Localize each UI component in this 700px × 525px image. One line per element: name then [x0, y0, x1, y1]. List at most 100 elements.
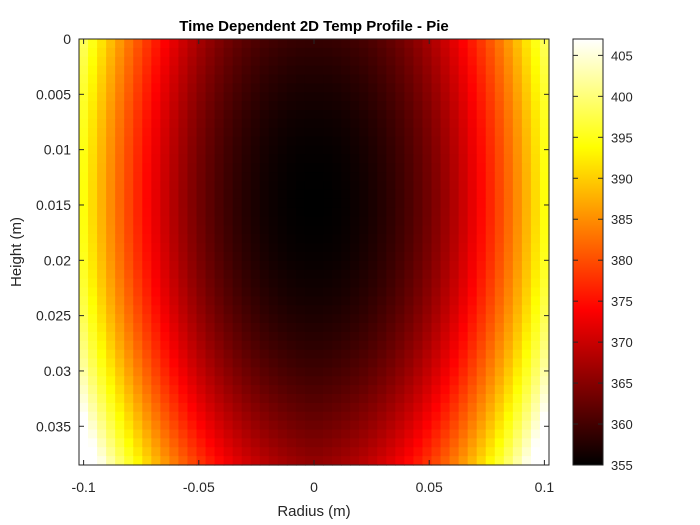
- x-tick-label: -0.1: [72, 479, 96, 495]
- heatmap-cell: [494, 145, 505, 155]
- heatmap-cell: [214, 402, 225, 413]
- heatmap-cell: [422, 323, 433, 333]
- heatmap-cell: [539, 83, 550, 93]
- heatmap-cell: [304, 56, 315, 67]
- heatmap-cell: [485, 181, 496, 191]
- heatmap-cell: [485, 118, 496, 129]
- heatmap-cell: [422, 56, 433, 67]
- heatmap-cell: [539, 92, 550, 102]
- heatmap-cell: [304, 394, 315, 404]
- heatmap-cell: [503, 367, 514, 377]
- heatmap-cell: [449, 456, 460, 466]
- heatmap-cell: [241, 296, 252, 306]
- heatmap-cell: [259, 198, 270, 209]
- heatmap-cell: [205, 438, 216, 448]
- heatmap-cell: [133, 447, 143, 457]
- heatmap-cell: [314, 101, 324, 111]
- heatmap-cell: [386, 92, 396, 102]
- heatmap-cell: [178, 47, 189, 58]
- heatmap-cell: [404, 198, 415, 209]
- heatmap-cell: [277, 438, 288, 448]
- heatmap-cell: [277, 402, 288, 413]
- heatmap-cell: [232, 225, 243, 235]
- heatmap-cell: [467, 305, 478, 315]
- heatmap-cell: [223, 269, 234, 280]
- heatmap-cell: [431, 349, 442, 360]
- heatmap-cell: [160, 74, 170, 84]
- heatmap-cell: [232, 278, 243, 289]
- heatmap-cell: [404, 234, 415, 244]
- heatmap-cell: [205, 198, 216, 209]
- heatmap-cell: [268, 110, 279, 120]
- heatmap-cell: [88, 358, 98, 368]
- heatmap-cell: [205, 296, 216, 306]
- heatmap-cell: [512, 287, 523, 297]
- heatmap-cell: [97, 47, 107, 58]
- heatmap-cell: [106, 101, 116, 111]
- heatmap-cell: [304, 145, 315, 155]
- heatmap-cell: [503, 216, 514, 226]
- heatmap-cell: [476, 349, 487, 360]
- heatmap-cell: [314, 411, 324, 422]
- heatmap-cell: [431, 198, 442, 209]
- heatmap-cell: [214, 172, 225, 182]
- heatmap-cell: [521, 74, 532, 84]
- heatmap-cell: [178, 358, 189, 368]
- heatmap-cell: [295, 145, 306, 155]
- heatmap-cell: [196, 47, 207, 58]
- heatmap-cell: [476, 83, 487, 93]
- heatmap-cell: [133, 314, 143, 324]
- heatmap-cell: [286, 225, 297, 235]
- heatmap-cell: [286, 39, 297, 49]
- heatmap-cell: [359, 340, 369, 351]
- heatmap-cell: [295, 207, 306, 218]
- heatmap-cell: [106, 314, 116, 324]
- heatmap-cell: [458, 402, 469, 413]
- heatmap-cell: [485, 305, 496, 315]
- heatmap-cell: [79, 340, 89, 351]
- heatmap-cell: [133, 127, 143, 138]
- heatmap-cell: [521, 314, 532, 324]
- heatmap-cell: [115, 438, 125, 448]
- heatmap-cell: [259, 260, 270, 271]
- heatmap-cell: [440, 447, 451, 457]
- heatmap-cell: [323, 110, 333, 120]
- heatmap-cell: [79, 402, 89, 413]
- heatmap-cell: [377, 243, 387, 253]
- heatmap-cell: [359, 358, 369, 368]
- heatmap-cell: [467, 438, 478, 448]
- heatmap-cell: [142, 314, 152, 324]
- heatmap-cell: [178, 163, 189, 173]
- heatmap-cell: [332, 189, 342, 200]
- heatmap-cell: [115, 305, 125, 315]
- heatmap-cell: [304, 110, 315, 120]
- heatmap-cell: [160, 83, 170, 93]
- heatmap-cell: [422, 181, 433, 191]
- heatmap-cell: [368, 323, 378, 333]
- heatmap-cell: [286, 367, 297, 377]
- heatmap-cell: [160, 181, 170, 191]
- heatmap-cell: [440, 234, 451, 244]
- heatmap-cell: [494, 172, 505, 182]
- heatmap-cell: [160, 92, 170, 102]
- heatmap-cell: [512, 447, 523, 457]
- heatmap-cell: [323, 447, 333, 457]
- heatmap-cell: [467, 83, 478, 93]
- heatmap-cell: [530, 438, 541, 448]
- heatmap-cell: [196, 207, 207, 218]
- heatmap-cell: [332, 56, 342, 67]
- heatmap-cell: [395, 163, 405, 173]
- heatmap-cell: [530, 154, 541, 164]
- heatmap-cell: [368, 305, 378, 315]
- heatmap-cell: [404, 181, 415, 191]
- heatmap-cell: [359, 349, 369, 360]
- heatmap-cell: [485, 243, 496, 253]
- heatmap-cell: [169, 172, 180, 182]
- heatmap-cell: [341, 411, 351, 422]
- heatmap-cell: [205, 340, 216, 351]
- heatmap-cell: [160, 420, 170, 431]
- heatmap-cell: [368, 411, 378, 422]
- heatmap-cell: [440, 154, 451, 164]
- heatmap-cell: [169, 145, 180, 155]
- heatmap-cell: [323, 225, 333, 235]
